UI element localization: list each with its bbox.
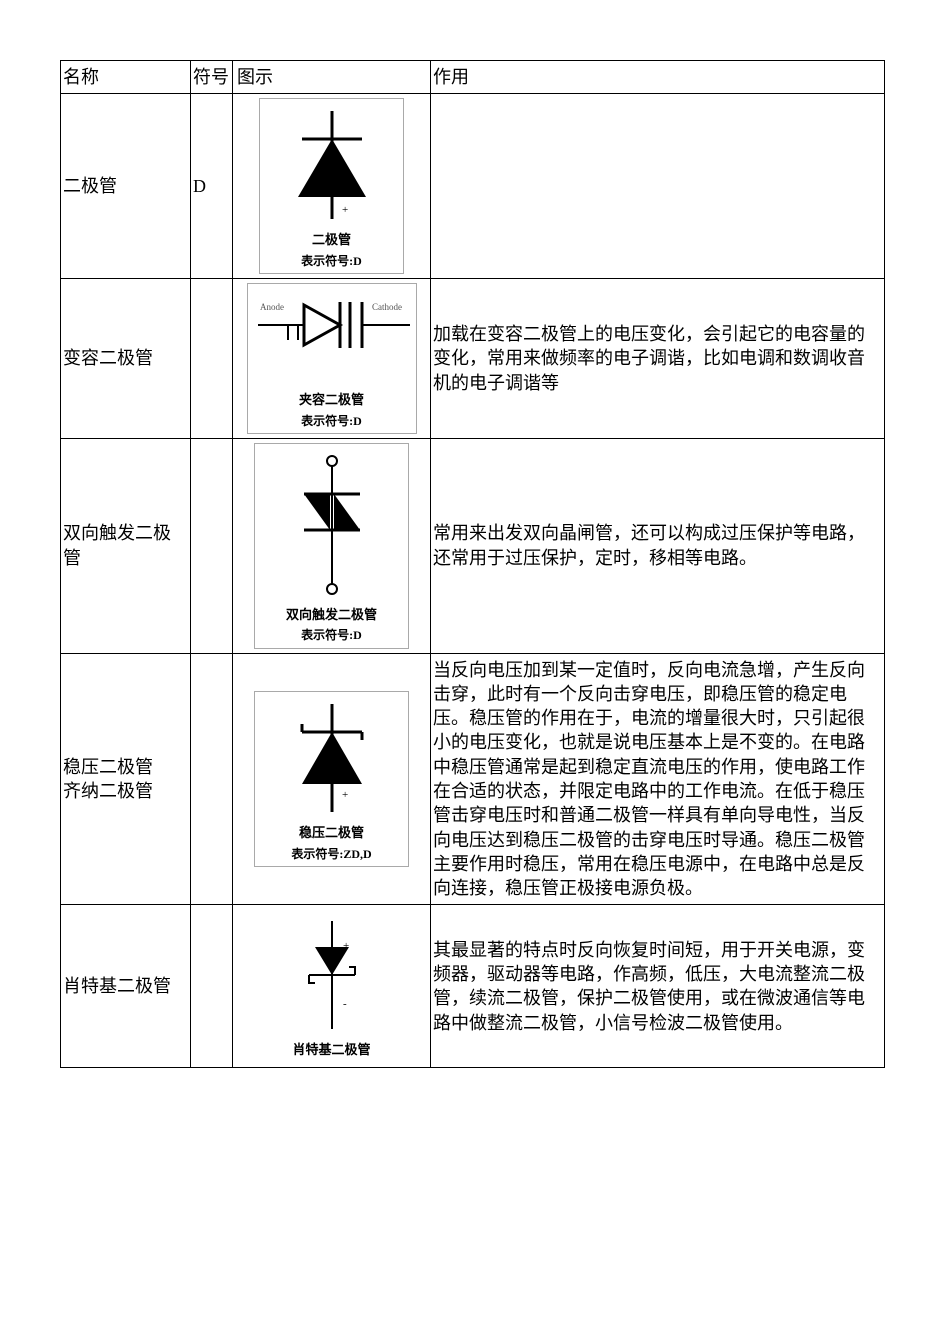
header-name: 名称 [61, 61, 191, 94]
row-schematic: 双向触发二极管 表示符号:D [233, 438, 431, 653]
schematic-sublabel: 表示符号:D [254, 413, 410, 429]
diac-icon [272, 450, 392, 600]
components-table: 名称 符号 图示 作用 二极管 D + [60, 60, 885, 1068]
table-row: 稳压二极管 齐纳二极管 + 稳压二极管 表示符号:ZD,D 当反向电压加 [61, 653, 885, 905]
row-function: 常用来出发双向晶闸管，还可以构成过压保护等电路，还常用于过压保护，定时，移相等电… [431, 438, 885, 653]
schematic-sublabel: 表示符号:D [261, 627, 402, 643]
row-name: 变容二极管 [61, 279, 191, 439]
schematic-label: 二极管 [266, 231, 397, 249]
header-symbol: 符号 [191, 61, 233, 94]
schematic-card: Anode Cathode [247, 283, 417, 434]
schematic-sublabel: 表示符号:D [266, 253, 397, 269]
row-name: 稳压二极管 齐纳二极管 [61, 653, 191, 905]
varactor-diode-icon: Anode Cathode [254, 290, 414, 385]
anode-label: Anode [260, 302, 284, 312]
schematic-label: 双向触发二极管 [261, 606, 402, 624]
zener-diode-icon: + [272, 698, 392, 818]
row-symbol [191, 279, 233, 439]
row-name: 双向触发二极管 [61, 438, 191, 653]
schematic-label: 稳压二极管 [261, 824, 402, 842]
schematic-label: 肖特基二极管 [263, 1041, 401, 1059]
row-symbol: D [191, 94, 233, 279]
row-schematic: + 稳压二极管 表示符号:ZD,D [233, 653, 431, 905]
svg-text:+: + [343, 940, 349, 952]
table-row: 变容二极管 Anode Cathode [61, 279, 885, 439]
row-function [431, 94, 885, 279]
schematic-label: 夹容二极管 [254, 391, 410, 409]
row-symbol [191, 438, 233, 653]
schematic-card: + 稳压二极管 表示符号:ZD,D [254, 691, 409, 867]
row-schematic: Anode Cathode [233, 279, 431, 439]
table-row: 二极管 D + 二极管 表示符号:D [61, 94, 885, 279]
row-function: 加载在变容二极管上的电压变化，会引起它的电容量的变化，常用来做频率的电子调谐，比… [431, 279, 885, 439]
row-symbol [191, 905, 233, 1068]
header-row: 名称 符号 图示 作用 [61, 61, 885, 94]
row-schematic: + 二极管 表示符号:D [233, 94, 431, 279]
table-row: 肖特基二极管 [61, 905, 885, 1068]
schematic-card: + - 肖特基二极管 [257, 909, 407, 1063]
header-image: 图示 [233, 61, 431, 94]
row-name: 二极管 [61, 94, 191, 279]
schematic-card: 双向触发二极管 表示符号:D [254, 443, 409, 649]
schottky-diode-icon: + - [277, 915, 387, 1035]
table-row: 双向触发二极管 [61, 438, 885, 653]
header-func: 作用 [431, 61, 885, 94]
svg-text:+: + [342, 789, 348, 801]
schematic-sublabel: 表示符号:ZD,D [261, 846, 402, 862]
row-function: 其最显著的特点时反向恢复时间短，用于开关电源，变频器，驱动器等电路，作高频，低压… [431, 905, 885, 1068]
row-schematic: + - 肖特基二极管 [233, 905, 431, 1068]
svg-text:+: + [342, 204, 348, 216]
row-symbol [191, 653, 233, 905]
row-name: 肖特基二极管 [61, 905, 191, 1068]
schematic-card: + 二极管 表示符号:D [259, 98, 404, 274]
row-function: 当反向电压加到某一定值时，反向电流急增，产生反向击穿，此时有一个反向击穿电压，即… [431, 653, 885, 905]
svg-text:-: - [343, 998, 347, 1010]
cathode-label: Cathode [372, 302, 402, 312]
diode-icon: + [272, 105, 392, 225]
